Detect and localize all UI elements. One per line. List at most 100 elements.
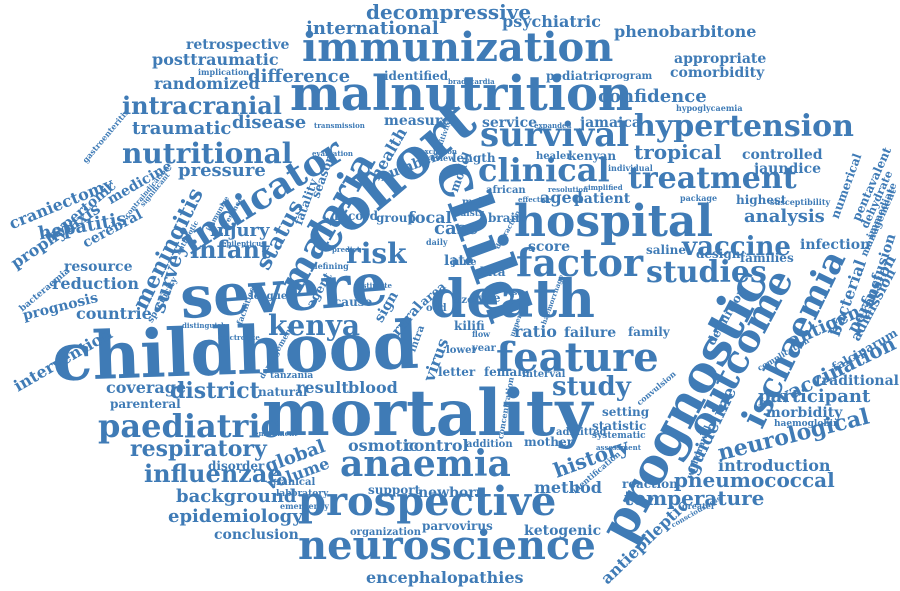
word-international: international [306,18,439,39]
word-comorbidity: comorbidity [670,65,765,81]
word-defining: defining [312,261,349,271]
word-african: african [486,185,526,196]
word-encephalopathies: encephalopathies [366,568,524,587]
word-epidemiology: epidemiology [168,506,303,527]
word-bradycardia: bradycardia [448,77,495,86]
word-evaluation: evaluation [312,149,353,158]
word-design: design [696,247,741,261]
word-method: method [534,478,602,497]
word-electrolyte: electrolyte [218,333,260,342]
word-jaundice: jaundice [754,161,822,177]
word-cranical: cranical [270,477,316,488]
word-appropriate: appropriate [674,51,767,67]
word-hospital: hospital [514,196,714,247]
word-studies: studies [646,255,767,290]
word-influenzae: influenzae [144,459,283,488]
word-test: test [504,287,521,297]
word-jamaica: jamaica [580,115,641,131]
word-intracranial: intracranial [122,91,282,120]
word-disease: disease [232,112,307,133]
word-focal: focal [408,208,452,227]
word-osmotic: osmotic [348,436,419,455]
word-setting: setting [602,405,650,419]
word-distr: distr [460,209,484,219]
word-kenyan: kenyan [568,149,617,163]
word-treatment: treatment [628,161,797,196]
word-controlled: controlled [742,147,823,163]
word-simplified: simplified [584,183,623,192]
word-countrie: countrie [76,304,152,323]
word-healer: healer [536,151,572,162]
word-data: data [476,265,506,279]
word-distinguish: distinguish [182,321,227,330]
word-difference: difference [248,66,351,87]
word-program: program [604,71,653,82]
word-survival: survival [480,115,630,155]
word-statistic: statistic [592,419,647,433]
word-letter: letter [438,365,476,379]
word-participant: participant [758,386,871,407]
word-length: length [452,151,496,165]
word-kenya: kenya [268,309,360,342]
word-kilifi: kilifi [454,319,485,333]
word-support: support [368,483,421,497]
word-factor: factor [516,240,644,285]
word-morbidity: morbidity [766,405,843,421]
word-addition: addition [466,439,513,450]
word-organization: organization [350,527,421,538]
word-background: background [176,486,297,507]
word-traumatic: traumatic [132,118,232,139]
word-pressure: pressure [178,160,266,181]
word-pneumococcal: pneumococcal [674,468,835,492]
word-male: male [462,197,490,208]
word-ketogenic: ketogenic [524,523,602,539]
word-family: family [628,325,670,339]
word-death: death [430,269,595,330]
word-record: record [334,209,378,223]
word-laboratory: laboratory [276,489,329,499]
word-infection: infection [800,237,871,253]
word-group: group [376,211,416,225]
word-traditional: traditional [815,373,899,389]
word-predict: predict [332,245,361,254]
word-decompressive: decompressive [366,0,532,24]
word-systematic: systematic [592,431,646,441]
word-neuroscience: neuroscience [298,522,596,569]
word-posttraumatic: posttraumatic [152,50,279,69]
word-resource: resource [64,259,133,275]
word-brain: brain [488,211,524,225]
word-parvovirus: parvovirus [422,519,493,533]
word-patient: patient [574,191,631,207]
word-respiratory: respiratory [130,436,267,462]
word-feature: feature [496,334,659,381]
word-admitted: admitted [556,427,607,438]
word-phenobarbitone: phenobarbitone [614,22,757,41]
word-size: size [452,295,474,306]
word-mortality: mortality [262,376,593,451]
word-lower: lower [446,345,477,356]
word-case: case [434,218,479,239]
word-injury: injury [210,220,270,241]
word-tropical: tropical [634,140,722,164]
word-control: control [404,436,469,455]
word-clinical: clinical [478,151,610,189]
word-year: year [472,343,496,354]
word-disorder: disorder [208,459,265,473]
word-families: families [740,251,794,265]
word-confidence: confidence [598,86,707,107]
word-epilepticus: epilepticus [222,239,266,248]
word-conclusion: conclusion [214,527,299,543]
word-implication: implication [198,67,250,77]
word-saline: saline [646,243,687,257]
word-estimate: estimate [358,281,392,290]
word-haemoglobin: haemoglobin [774,419,840,429]
word-blood: blood [348,378,398,397]
word-result: result [296,378,349,397]
word-transmission: transmission [314,121,365,130]
word-league: league [250,291,288,302]
word-interval: interval [522,369,566,380]
word-reaction: reaction [622,477,678,491]
word-daily: daily [426,237,448,247]
word-highest: highest [736,193,787,207]
